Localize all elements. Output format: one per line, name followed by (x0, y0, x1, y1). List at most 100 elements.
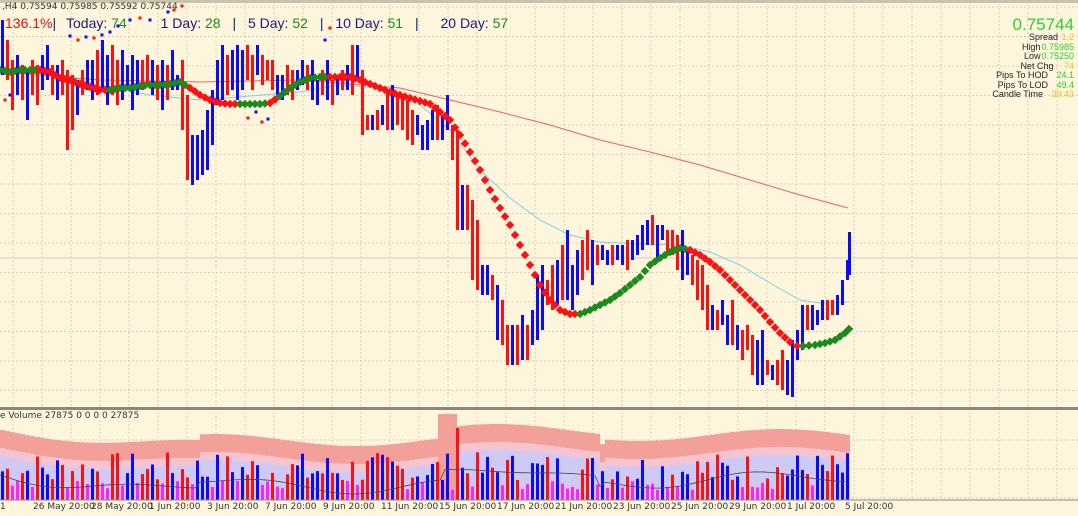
volume-bar (106, 488, 109, 500)
volume-bar (116, 453, 119, 500)
ohlc-bar (466, 185, 469, 230)
volume-bar (181, 469, 184, 500)
volume-bar (436, 461, 439, 500)
trailing-stop-marker (705, 257, 715, 267)
volume-bar (346, 481, 349, 500)
volume-bar (341, 479, 344, 500)
spread-value: 1.2 (1061, 32, 1074, 42)
fractal-dot (254, 110, 258, 114)
candle-time-value: 39:43 (1051, 89, 1074, 99)
ohlc-bar (701, 265, 704, 310)
volume-bar (801, 469, 804, 500)
ohlc-bar (821, 300, 824, 320)
ohlc-bar (641, 225, 644, 250)
volume-bar (11, 485, 14, 500)
ohlc-bar (756, 340, 759, 385)
volume-bar (841, 472, 844, 500)
ohlc-bar (551, 265, 554, 310)
ohlc-bar (416, 115, 419, 135)
ohlc-bar (256, 45, 259, 75)
time-axis-tick: 9 Jun 20:00 (323, 502, 375, 512)
trailing-stop-marker (755, 305, 765, 315)
ohlc-bar (656, 225, 659, 260)
volume-bar (406, 489, 409, 500)
ohlc-bar (266, 60, 269, 80)
volume-bar (296, 465, 299, 500)
volume-bar (16, 480, 19, 500)
volume-bar (286, 474, 289, 500)
ohlc-bar (461, 185, 464, 230)
ohlc-bar (6, 40, 9, 80)
ohlc-values: 0.75594 0.75985 0.75592 0.75744 (20, 2, 178, 12)
trailing-stop-marker (475, 165, 485, 175)
volume-bar (241, 467, 244, 500)
volume-bar (481, 472, 484, 500)
volume-bar (576, 489, 579, 500)
volume-bar (651, 483, 654, 500)
ohlc-bar (381, 105, 384, 125)
trailing-stop-marker (340, 72, 350, 82)
time-axis-tick: 15 Jun 20:00 (439, 502, 497, 512)
fractal-dot (92, 36, 96, 40)
ohlc-bar (606, 250, 609, 265)
volume-bar (256, 465, 259, 500)
ohlc-bar (676, 235, 679, 270)
volume-bar (826, 471, 829, 500)
volume-bar (711, 477, 714, 500)
volume-bar (796, 455, 799, 500)
trailing-stop-marker (515, 240, 525, 250)
ten-day-label: 10 Day: (335, 15, 384, 31)
volume-bar (446, 453, 449, 500)
volume-bar (1, 471, 4, 500)
ohlc-bar (806, 305, 809, 330)
ohlc-bar (486, 265, 489, 295)
trailing-stop-marker (120, 83, 130, 93)
volume-bar (26, 470, 29, 500)
trailing-stop-marker (540, 288, 550, 297)
volume-bar (611, 479, 614, 500)
ohlc-bar (21, 65, 24, 100)
trailing-stop-marker (780, 333, 790, 342)
ohlc-bar (501, 300, 504, 345)
fractal-dot (138, 16, 142, 20)
trailing-stop-marker (798, 341, 808, 351)
ohlc-bar (386, 90, 389, 130)
ohlc-bar (186, 95, 189, 180)
volume-bar (511, 455, 514, 500)
ohlc-bar (726, 315, 729, 345)
current-price: 0.75744 (1012, 15, 1074, 34)
ohlc-bar (826, 300, 829, 320)
volume-bar (371, 457, 374, 500)
fractal-dot (172, 8, 176, 12)
ohlc-bar (766, 360, 769, 375)
fractal-dot (323, 38, 327, 42)
trailing-stop-marker (185, 83, 195, 93)
volume-bar (771, 488, 774, 500)
trailing-stop-marker (844, 324, 854, 334)
volume-bar (606, 488, 609, 500)
volume-bar (221, 480, 224, 500)
fast-moving-average (0, 67, 849, 304)
ohlc-bar (746, 325, 749, 350)
trailing-stop-marker (625, 280, 635, 290)
ohlc-bar (616, 245, 619, 260)
five-day-label: 5 Day: (247, 15, 289, 31)
volume-bar (316, 471, 319, 500)
one-day-value: 28 (204, 15, 221, 31)
volume-bar (791, 469, 794, 500)
fractal-dot (166, 10, 170, 14)
volume-bar (156, 479, 159, 500)
volume-bar (131, 453, 134, 500)
volume-bar (536, 463, 539, 500)
net-chg-label: Net Chg (1020, 60, 1054, 71)
ohlc-bar (211, 90, 214, 145)
ohlc-bar (261, 55, 264, 85)
volume-bar (516, 479, 519, 500)
high-value: 0.75985 (1041, 41, 1074, 52)
time-axis-tick: 7 Jun 20:00 (265, 502, 317, 512)
time-axis-tick: 1 Jun 20:00 (149, 502, 201, 512)
ohlc-bar (786, 360, 789, 395)
time-axis-tick: 5 Jul 20:00 (845, 502, 894, 512)
ohlc-bar (86, 60, 89, 90)
